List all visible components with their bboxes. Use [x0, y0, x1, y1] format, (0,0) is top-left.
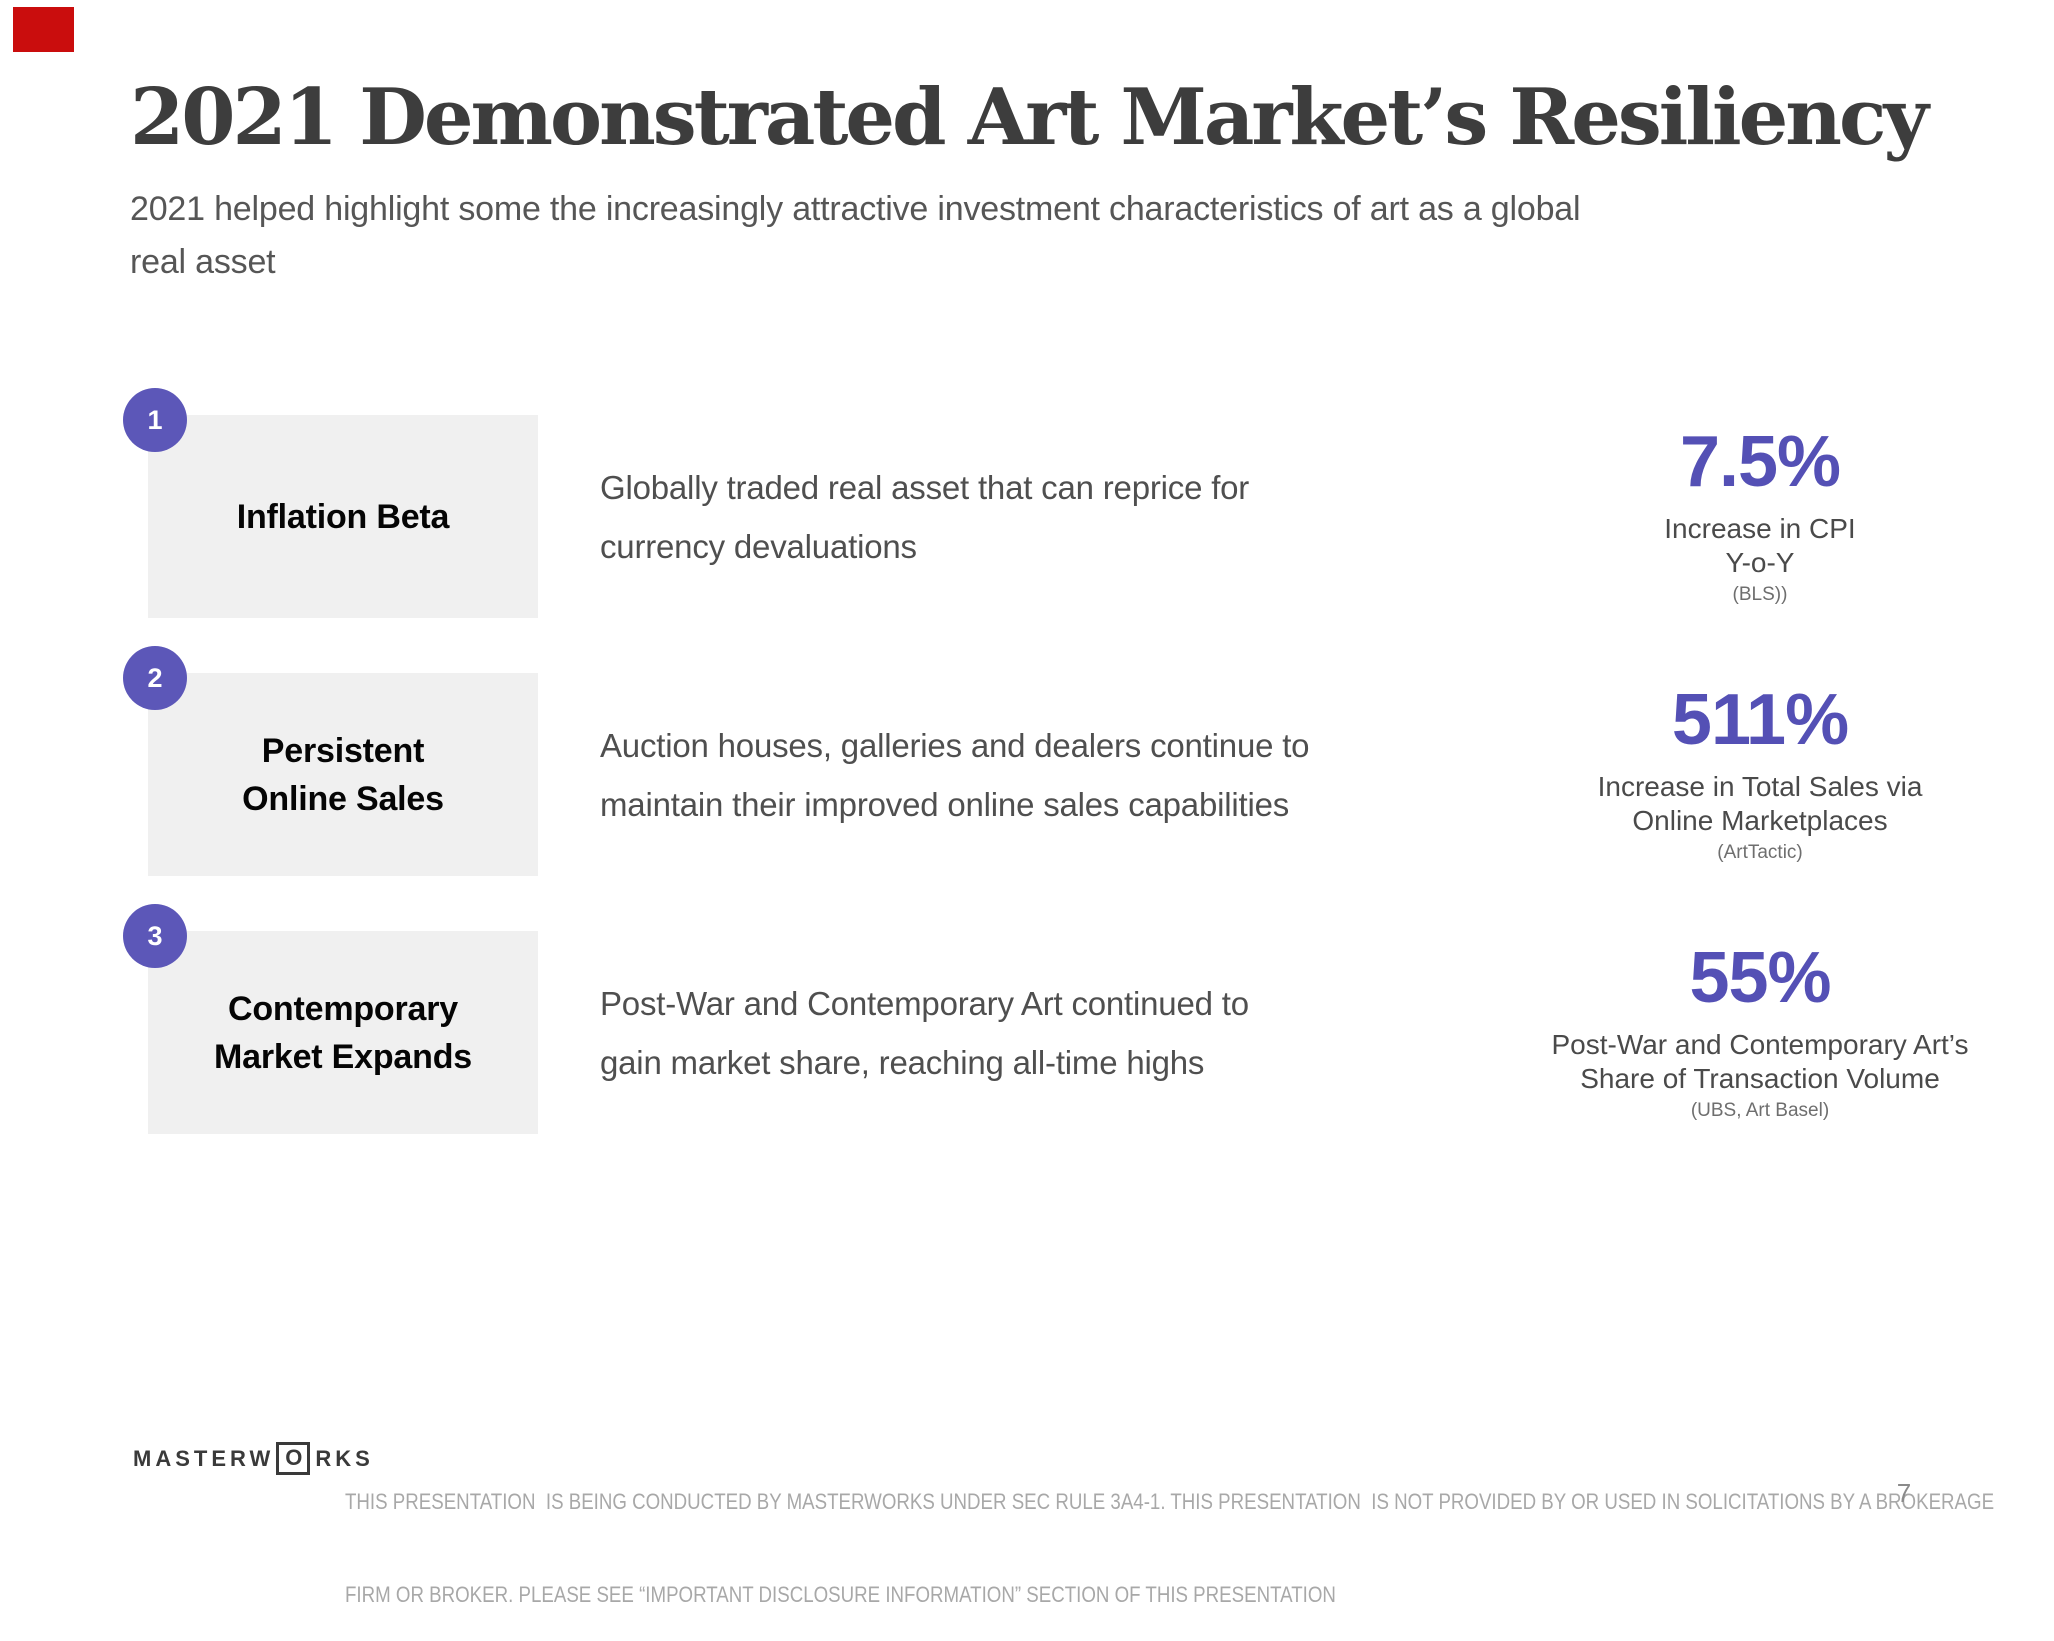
row-description: Post-War and Contemporary Art continued …: [600, 974, 1480, 1092]
stat-caption-line: Y-o-Y: [1725, 547, 1795, 578]
slide-header: 2021 Demonstrated Art Market’s Resilienc…: [130, 74, 1930, 289]
badge-number-2: 2: [123, 646, 187, 710]
description-line: Auction houses, galleries and dealers co…: [600, 726, 1310, 764]
topic-label-line: Inflation Beta: [236, 497, 450, 536]
stat-value: 55%: [1689, 938, 1831, 1018]
stat-block: 55% Post-War and Contemporary Art’s Shar…: [1540, 942, 1980, 1123]
stat-block: 511% Increase in Total Sales via Online …: [1540, 684, 1980, 865]
stat-source: (ArtTactic): [1717, 842, 1803, 863]
topic-column: 1 Inflation Beta: [123, 388, 538, 618]
description-line: currency devaluations: [600, 527, 917, 565]
stat-caption: Post-War and Contemporary Art’s Share of…: [1540, 1028, 1980, 1096]
stat-value: 511%: [1671, 680, 1849, 760]
stat-source: (BLS)): [1732, 584, 1788, 605]
stat-value: 7.5%: [1679, 422, 1841, 502]
topic-label-line: Contemporary: [228, 989, 458, 1028]
description-line: gain market share, reaching all-time hig…: [600, 1043, 1205, 1081]
row-inflation-beta: 1 Inflation Beta Globally traded real as…: [123, 388, 1980, 618]
topic-column: 2 Persistent Online Sales: [123, 646, 538, 876]
topic-label: Contemporary Market Expands: [214, 985, 472, 1081]
topic-box: Persistent Online Sales: [148, 673, 538, 876]
topic-column: 3 Contemporary Market Expands: [123, 904, 538, 1134]
topic-label-line: Persistent: [261, 731, 425, 770]
stat-block: 7.5% Increase in CPI Y-o-Y (BLS)): [1540, 426, 1980, 607]
subtitle-line: real asset: [130, 243, 276, 282]
stat-source: (UBS, Art Basel): [1690, 1100, 1830, 1121]
logo-text-left: MASTERW: [133, 1445, 275, 1471]
row-contemporary-market-expands: 3 Contemporary Market Expands Post-War a…: [123, 904, 1980, 1134]
description-line: Post-War and Contemporary Art continued …: [600, 984, 1249, 1022]
topic-label-line: Market Expands: [214, 1037, 472, 1076]
badge-number-1: 1: [123, 388, 187, 452]
logo-text-right: RKS: [315, 1445, 374, 1471]
disclaimer-line: THIS PRESENTATION IS BEING CONDUCTED BY …: [345, 1489, 1995, 1514]
stat-caption: Increase in Total Sales via Online Marke…: [1540, 770, 1980, 838]
topic-box: Contemporary Market Expands: [148, 931, 538, 1134]
stat-caption: Increase in CPI Y-o-Y: [1540, 512, 1980, 580]
slide-subtitle: 2021 helped highlight some the increasin…: [130, 183, 1930, 289]
stat-caption-line: Share of Transaction Volume: [1580, 1063, 1940, 1094]
row-description: Auction houses, galleries and dealers co…: [600, 716, 1480, 834]
red-marker: [13, 7, 74, 52]
page-number: 7: [1896, 1478, 1912, 1508]
badge-number-3: 3: [123, 904, 187, 968]
stat-caption-line: Increase in CPI: [1664, 513, 1856, 544]
disclaimer-text: THIS PRESENTATION IS BEING CONDUCTED BY …: [345, 1424, 2054, 1641]
slide-title: 2021 Demonstrated Art Market’s Resilienc…: [130, 72, 1929, 163]
stat-caption-line: Online Marketplaces: [1632, 805, 1888, 836]
row-persistent-online-sales: 2 Persistent Online Sales Auction houses…: [123, 646, 1980, 876]
disclaimer-line: FIRM OR BROKER. PLEASE SEE “IMPORTANT DI…: [345, 1582, 1336, 1607]
subtitle-line: 2021 helped highlight some the increasin…: [130, 190, 1581, 229]
stat-caption-line: Post-War and Contemporary Art’s: [1551, 1029, 1969, 1060]
description-line: maintain their improved online sales cap…: [600, 785, 1290, 823]
topic-label: Inflation Beta: [237, 493, 450, 541]
stat-caption-line: Increase in Total Sales via: [1597, 771, 1923, 802]
row-description: Globally traded real asset that can repr…: [600, 458, 1480, 576]
topic-label-line: Online Sales: [242, 779, 444, 818]
slide-page: { "annotation": { "red_marker_color": "#…: [13, 7, 1995, 1607]
masterworks-logo: MASTERW O RKS: [133, 1442, 374, 1475]
logo-boxed-o: O: [276, 1442, 311, 1475]
description-line: Globally traded real asset that can repr…: [600, 468, 1250, 506]
topic-box: Inflation Beta: [148, 415, 538, 618]
content-rows: 1 Inflation Beta Globally traded real as…: [123, 388, 1980, 1189]
topic-label: Persistent Online Sales: [242, 727, 444, 823]
